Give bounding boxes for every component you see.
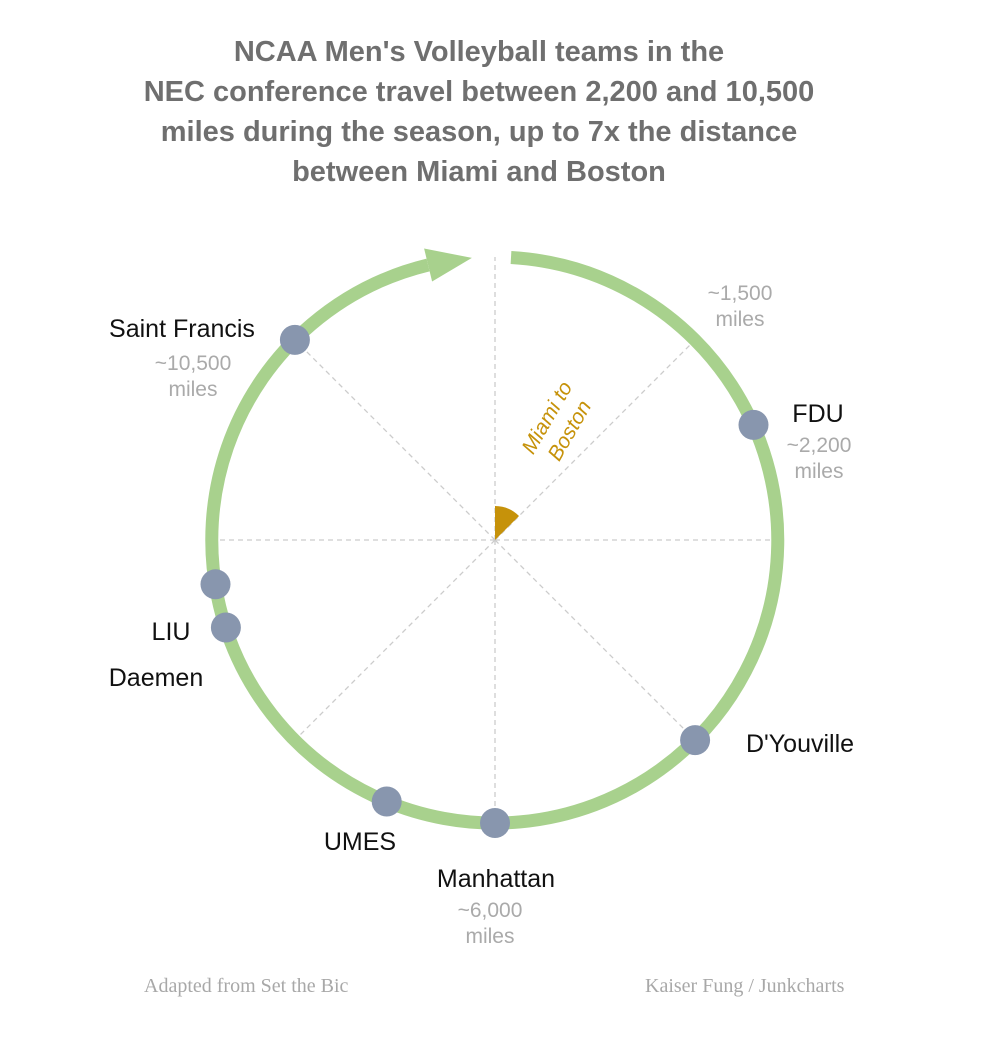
tick-annotation-label: ~1,500 <box>708 282 773 305</box>
chart-title: NCAA Men's Volleyball teams in the NEC c… <box>94 32 864 192</box>
team-dot <box>210 612 241 643</box>
team-distance-label: miles <box>465 925 514 948</box>
team-name-label: LIU <box>152 618 191 646</box>
guide-spoke <box>494 539 696 741</box>
team-dot <box>480 808 510 838</box>
team-dot <box>200 569 231 600</box>
title-line-1: NCAA Men's Volleyball teams in the <box>233 36 725 68</box>
team-name-label: Saint Francis <box>109 315 255 343</box>
team-dot <box>738 409 769 440</box>
team-labels: ~1,500 miles FDU ~2,200 miles D'Youville Manha… <box>109 282 854 948</box>
title-line-3: miles during the season, up to 7x the di… <box>160 116 798 148</box>
title-line-2: NEC conference travel between 2,200 and … <box>143 76 815 108</box>
ring-layer <box>205 248 785 830</box>
team-dot <box>680 725 711 756</box>
team-distance-label: ~6,000 <box>458 899 523 922</box>
reference-wedge <box>495 506 519 540</box>
tick-annotation-label: miles <box>715 308 764 331</box>
team-dots <box>200 324 769 838</box>
guide-spoke <box>494 339 696 541</box>
ring-arrowhead <box>424 248 472 282</box>
team-dot <box>371 786 402 817</box>
team-distance-label: ~2,200 <box>787 434 852 457</box>
guide-spoke <box>294 539 496 741</box>
title-line-4: between Miami and Boston <box>292 156 666 188</box>
travel-ring <box>205 251 785 830</box>
credit-source: Adapted from Set the Bic <box>144 975 349 997</box>
guide-spoke <box>294 339 496 541</box>
team-distance-label: miles <box>168 378 217 401</box>
team-distance-label: ~10,500 <box>155 352 232 375</box>
guide-lines <box>212 257 778 823</box>
team-name-label: UMES <box>324 828 396 856</box>
team-distance-label: miles <box>794 460 843 483</box>
credit-author: Kaiser Fung / Junkcharts <box>645 975 845 997</box>
team-dot <box>279 324 310 355</box>
team-name-label: FDU <box>792 400 843 428</box>
team-name-label: Daemen <box>109 664 204 692</box>
team-name-label: Manhattan <box>437 865 555 893</box>
team-name-label: D'Youville <box>746 730 854 758</box>
